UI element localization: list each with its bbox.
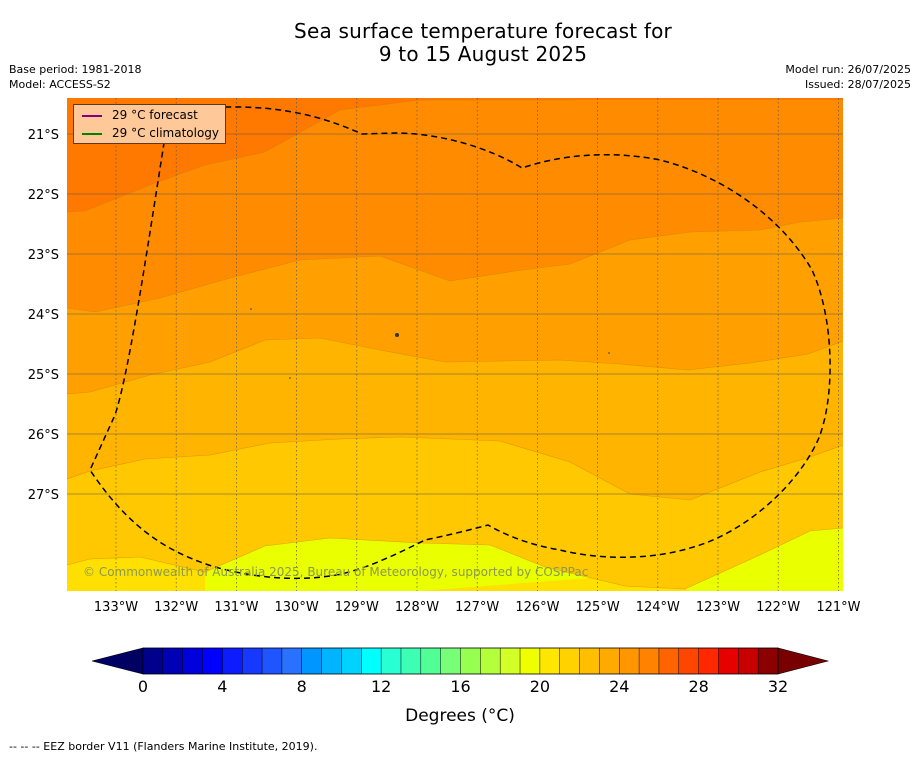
copyright-notice: © Commonwealth of Australia 2025, Bureau…	[83, 565, 589, 579]
latitude-label: 22°S	[28, 188, 59, 203]
colorbar-segment	[182, 648, 203, 674]
colorbar-segment	[262, 648, 283, 674]
legend-item-climatology: 29 °C climatology	[82, 125, 219, 141]
islands	[250, 308, 610, 379]
eez-footnote: -- -- -- EEZ border V11 (Flanders Marine…	[9, 740, 318, 753]
colorbar-segment	[579, 648, 600, 674]
colorbar-segment	[222, 648, 243, 674]
colorbar-tick-label: 4	[217, 677, 227, 696]
colorbar-segment	[738, 648, 759, 674]
colorbar-segment	[440, 648, 461, 674]
colorbar-segment	[242, 648, 263, 674]
colorbar-segment	[420, 648, 441, 674]
colorbar-segment	[321, 648, 342, 674]
chart-title-line2: 9 to 15 August 2025	[378, 42, 588, 66]
latitude-label: 24°S	[28, 308, 59, 323]
legend-label-climatology: 29 °C climatology	[112, 126, 220, 140]
colorbar-title: Degrees (°C)	[405, 706, 515, 726]
latitude-label: 25°S	[28, 368, 59, 383]
colorbar-segment	[381, 648, 402, 674]
colorbar	[91, 647, 830, 675]
colorbar-tick-label: 28	[688, 677, 708, 696]
longitude-label: 121°W	[816, 600, 860, 615]
colorbar-tick-label: 32	[768, 677, 788, 696]
colorbar-segment	[559, 648, 580, 674]
sst-contour-fill	[67, 98, 843, 591]
colorbar-segment	[400, 648, 422, 674]
colorbar-tick-label: 8	[297, 677, 307, 696]
latitude-label: 26°S	[28, 428, 59, 443]
latitude-labels: 21°S 22°S 23°S 24°S 25°S 26°S 27°S	[28, 128, 59, 503]
colorbar-segment	[341, 648, 362, 674]
legend-swatch-forecast	[82, 114, 102, 117]
colorbar-segment	[281, 648, 303, 674]
colorbar-segment	[480, 648, 501, 674]
colorbar-segment	[162, 648, 183, 674]
longitude-labels: 133°W 132°W 131°W 130°W 129°W 128°W 127°W 126°W…	[94, 600, 861, 615]
colorbar-segment	[539, 648, 561, 674]
longitude-label: 125°W	[576, 600, 620, 615]
longitude-label: 127°W	[455, 600, 499, 615]
longitude-label: 123°W	[696, 600, 740, 615]
latitude-label: 21°S	[28, 128, 59, 143]
colorbar-over-arrow	[777, 647, 830, 675]
colorbar-segment	[718, 648, 739, 674]
model-run-label: Model run: 26/07/2025	[785, 63, 911, 76]
colorbar-tick-label: 24	[609, 677, 629, 696]
colorbar-segment	[361, 648, 382, 674]
colorbar-segment	[500, 648, 521, 674]
colorbar-tick-label: 16	[450, 677, 470, 696]
longitude-label: 131°W	[214, 600, 258, 615]
colorbar-tick-labels: 0 4 8 12 16 20 24 28 32	[138, 677, 788, 696]
colorbar-segment	[143, 648, 164, 674]
colorbar-segment	[619, 648, 640, 674]
eez-border	[89, 106, 831, 580]
colorbar-under-arrow	[91, 647, 144, 675]
longitude-label: 133°W	[94, 600, 138, 615]
legend-item-forecast: 29 °C forecast	[82, 107, 198, 123]
issued-label: Issued: 28/07/2025	[804, 78, 911, 91]
colorbar-segment	[658, 648, 680, 674]
colorbar-segment	[698, 648, 719, 674]
chart-title-line1: Sea surface temperature forecast for	[294, 19, 672, 43]
sst-band-22	[205, 528, 843, 591]
colorbar-tick-label: 12	[371, 677, 391, 696]
colorbar-segment	[520, 648, 541, 674]
longitude-label: 128°W	[395, 600, 439, 615]
colorbar-segment	[202, 648, 223, 674]
colorbar-segment	[639, 648, 660, 674]
model-label: Model: ACCESS-S2	[9, 78, 111, 91]
longitude-label: 130°W	[275, 600, 319, 615]
latitude-label: 23°S	[28, 248, 59, 263]
colorbar-segment	[460, 648, 481, 674]
colorbar-segment	[301, 648, 322, 674]
colorbar-tick-label: 0	[138, 677, 148, 696]
colorbar-segment	[758, 648, 779, 674]
longitude-label: 122°W	[756, 600, 800, 615]
longitude-label: 124°W	[636, 600, 680, 615]
contour-lines	[67, 99, 843, 590]
longitude-label: 129°W	[335, 600, 379, 615]
colorbar-segment	[678, 648, 699, 674]
colorbar-frame	[142, 647, 779, 675]
base-period-label: Base period: 1981-2018	[9, 63, 142, 76]
colorbar-tick-label: 20	[530, 677, 550, 696]
longitude-label: 126°W	[515, 600, 559, 615]
longitude-label: 132°W	[154, 600, 198, 615]
legend-label-forecast: 29 °C forecast	[112, 108, 198, 122]
legend-swatch-climatology	[82, 132, 102, 135]
legend: 29 °C forecast 29 °C climatology	[73, 104, 226, 144]
colorbar-segment	[599, 648, 620, 674]
latitude-label: 27°S	[28, 488, 59, 503]
